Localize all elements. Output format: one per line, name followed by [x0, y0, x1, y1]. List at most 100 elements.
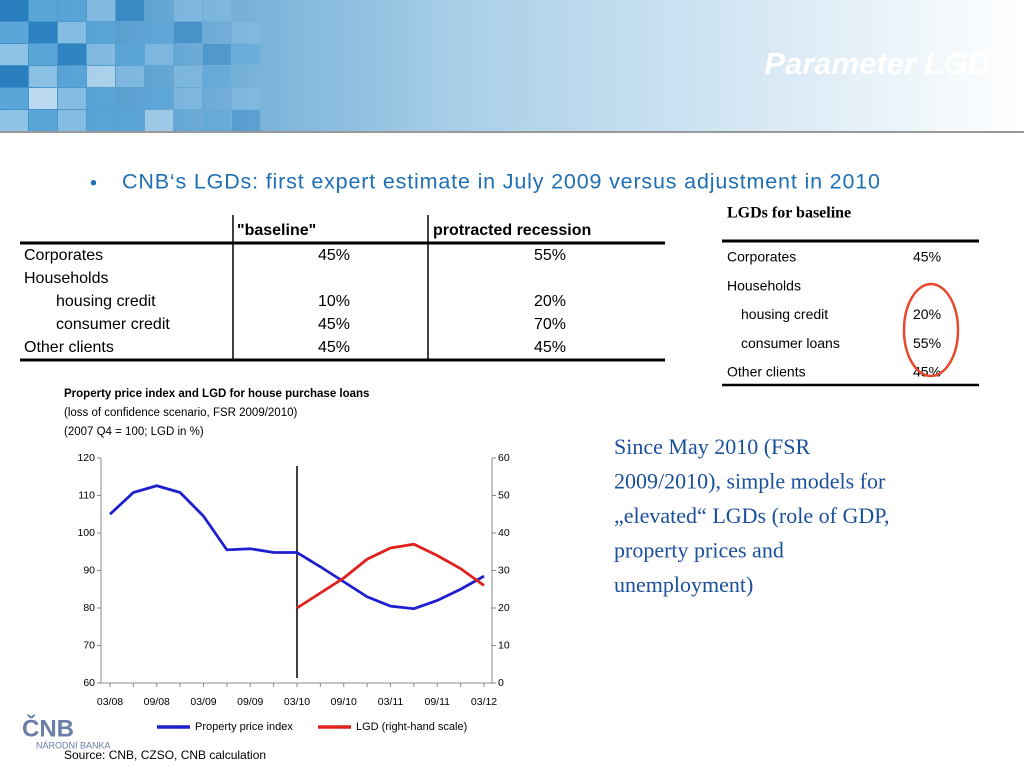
- header-square: [116, 0, 144, 21]
- legend-label: Property price index: [195, 721, 293, 733]
- header-square: [0, 0, 28, 21]
- table2-title: LGDs for baseline: [727, 205, 851, 222]
- header-square: [116, 66, 144, 87]
- cell: 10%: [318, 293, 350, 310]
- x-tick-label: 09/11: [425, 696, 451, 708]
- cell: 20%: [913, 306, 941, 322]
- header-square: [203, 0, 231, 21]
- highlight-circle: [902, 282, 960, 378]
- cell: 55%: [534, 247, 566, 264]
- x-tick-label: 09/10: [331, 696, 357, 708]
- header-square: [29, 110, 57, 131]
- y2-tick-label: 0: [498, 677, 504, 689]
- x-tick-label: 03/12: [471, 696, 497, 708]
- row-label: Corporates: [727, 249, 796, 265]
- header-square: [116, 110, 144, 131]
- header-square: [0, 88, 28, 109]
- y-tick-label: 80: [83, 602, 95, 614]
- header-square: [145, 88, 173, 109]
- chart-title: Property price index and LGD for house p…: [64, 388, 369, 400]
- row-label: housing credit: [56, 293, 156, 310]
- header-square: [145, 110, 173, 131]
- cell: 45%: [913, 249, 941, 265]
- header-square: [203, 110, 231, 131]
- header-square: [29, 88, 57, 109]
- x-tick-label: 03/10: [284, 696, 310, 708]
- header-square: [87, 110, 115, 131]
- row-label: housing credit: [741, 306, 828, 322]
- cell: 70%: [534, 316, 566, 333]
- cell: 45%: [534, 339, 566, 356]
- chart-subtitle: (loss of confidence scenario, FSR 2009/2…: [64, 407, 297, 419]
- header-square: [58, 22, 86, 43]
- row-label: Households: [24, 270, 109, 287]
- y2-tick-label: 50: [498, 489, 510, 501]
- header-square: [232, 110, 260, 131]
- x-tick-label: 09/09: [237, 696, 263, 708]
- source: Source: CNB, CZSO, CNB calculation: [64, 748, 266, 762]
- header-square: [29, 0, 57, 21]
- cell: 45%: [318, 316, 350, 333]
- header-square: [0, 66, 28, 87]
- line-series: [296, 542, 485, 610]
- cell: 45%: [913, 364, 941, 380]
- chart: Property price index and LGD for house p…: [64, 388, 510, 733]
- header-square: [29, 66, 57, 87]
- header-square: [29, 44, 57, 65]
- x-tick-label: 03/09: [190, 696, 216, 708]
- y-tick-label: 120: [77, 452, 95, 464]
- header-square: [145, 22, 173, 43]
- x-tick-label: 03/11: [378, 696, 404, 708]
- column-header: "baseline": [237, 222, 316, 239]
- cell: 45%: [318, 339, 350, 356]
- line-series: [109, 484, 485, 611]
- header-square: [203, 44, 231, 65]
- y-tick-label: 70: [83, 639, 95, 651]
- x-tick-label: 03/08: [97, 696, 123, 708]
- bullet-text: CNB‘s LGDs: first expert estimate in Jul…: [122, 170, 880, 194]
- row-label: Households: [727, 277, 801, 293]
- y2-tick-label: 40: [498, 527, 510, 539]
- y-tick-label: 90: [83, 564, 95, 576]
- header-square: [87, 0, 115, 21]
- header-square: [58, 66, 86, 87]
- header-square: [87, 88, 115, 109]
- chart-subtitle: (2007 Q4 = 100; LGD in %): [64, 426, 204, 438]
- header-square: [203, 66, 231, 87]
- row-label: Other clients: [24, 339, 114, 356]
- header-square: [58, 0, 86, 21]
- column-header: protracted recession: [433, 222, 591, 239]
- row-label: Other clients: [727, 364, 806, 380]
- header-square: [29, 22, 57, 43]
- header-square: [0, 22, 28, 43]
- header-square: [232, 22, 260, 43]
- row-label: Corporates: [24, 247, 103, 264]
- cell: 20%: [534, 293, 566, 310]
- header-square: [145, 44, 173, 65]
- legend-label: LGD (right-hand scale): [356, 721, 467, 733]
- cell: 55%: [913, 335, 941, 351]
- y-tick-label: 110: [78, 489, 95, 501]
- header-square: [58, 110, 86, 131]
- y2-tick-label: 60: [498, 452, 510, 464]
- y2-tick-label: 30: [498, 564, 510, 576]
- header-square: [87, 22, 115, 43]
- header-square: [87, 44, 115, 65]
- logo-mark: ČNB: [22, 714, 74, 742]
- slide-title: Parameter LGD: [764, 46, 990, 81]
- header-square: [174, 22, 202, 43]
- y-tick-label: 60: [83, 677, 95, 689]
- header-squares: [0, 0, 260, 131]
- bullet-dot: •: [90, 172, 97, 194]
- x-tick-label: 09/08: [144, 696, 170, 708]
- header-square: [232, 88, 260, 109]
- table2: LGDs for baseline Corporates 45% Households…: [722, 205, 979, 387]
- logo-name: NÁRODNÍ BANKA: [36, 740, 111, 750]
- header-square: [174, 66, 202, 87]
- header-square: [0, 110, 28, 131]
- table: "baseline" protracted recession Corporates…: [20, 215, 665, 362]
- header-square: [116, 44, 144, 65]
- header-square: [174, 0, 202, 21]
